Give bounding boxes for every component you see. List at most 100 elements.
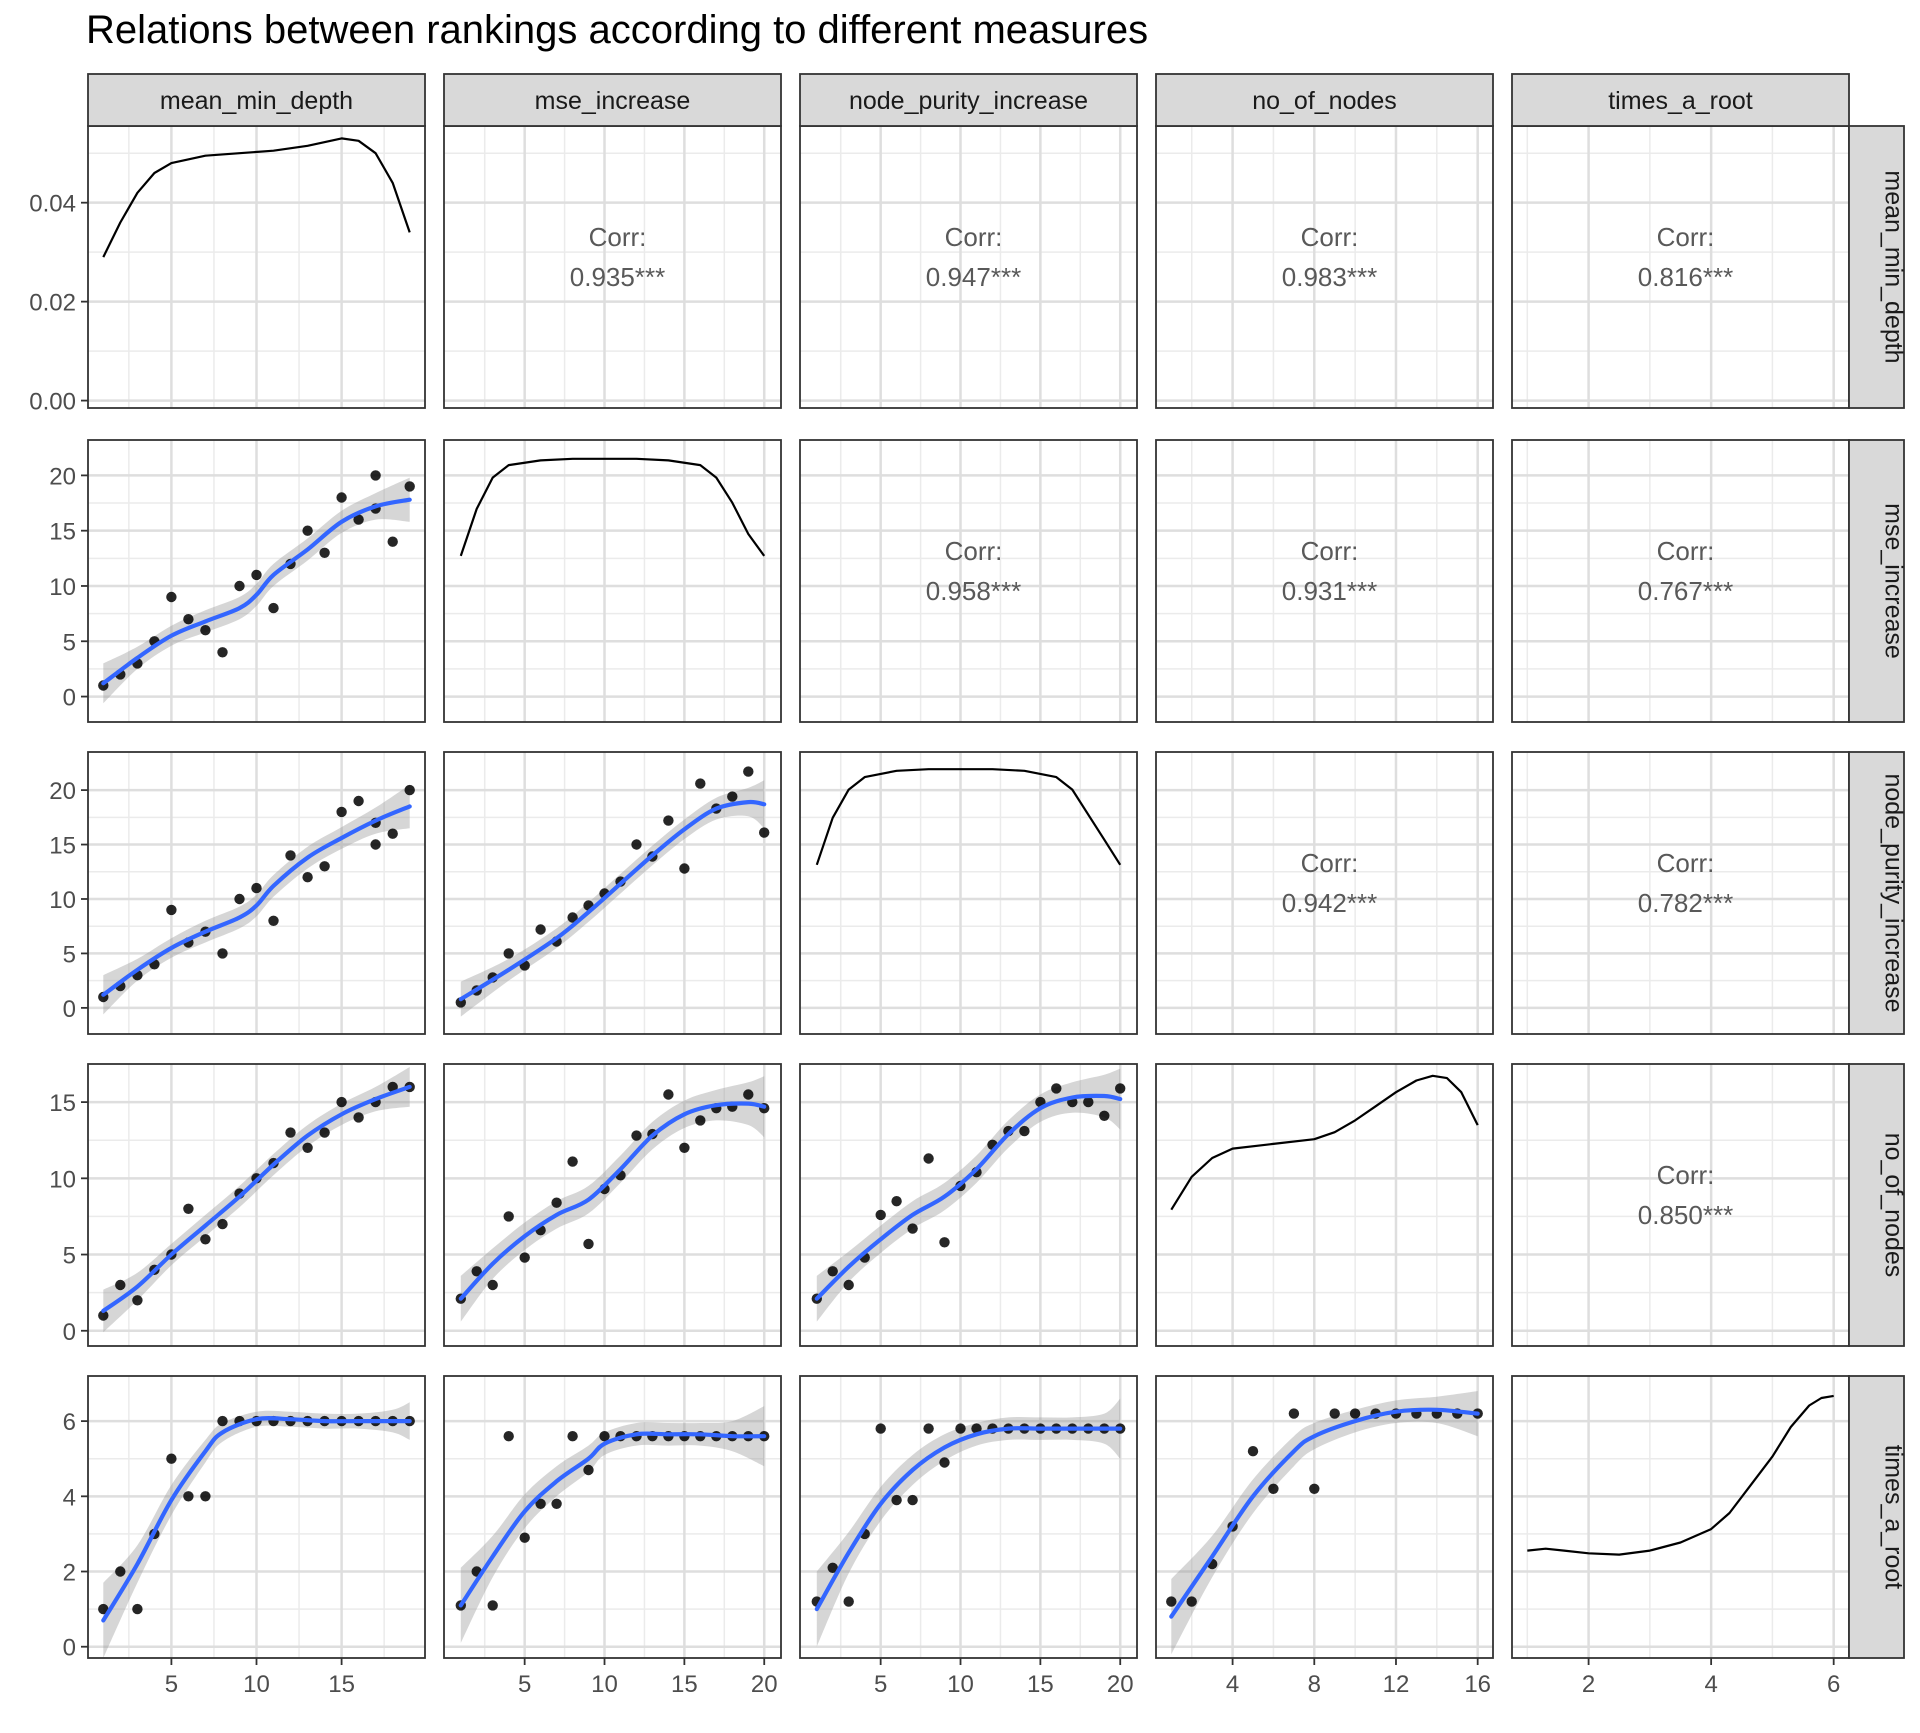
scatter-point [535, 1498, 546, 1510]
scatter-point [907, 1494, 918, 1506]
panel-border [799, 1375, 1138, 1659]
corr-value: 0.816*** [1638, 262, 1733, 292]
scatter-point [1329, 1408, 1340, 1419]
panel-background [444, 440, 781, 722]
scatter-point [1051, 1083, 1062, 1094]
x-tick-label: 10 [947, 1671, 974, 1698]
corr-label: Corr: [945, 536, 1003, 566]
corr-label: Corr: [1657, 222, 1715, 252]
confidence-band [816, 1398, 1121, 1647]
column-strip-label: times_a_root [1608, 87, 1753, 115]
scatter-point [827, 1266, 838, 1277]
scatter-point [843, 1279, 854, 1291]
scatter-point [268, 602, 279, 614]
scatter-point [200, 1491, 211, 1502]
scatter-point [353, 795, 364, 807]
scatter-point [599, 1431, 610, 1442]
column-strip [1511, 73, 1850, 127]
scatter-point [875, 1423, 886, 1434]
scatter-point [663, 815, 674, 826]
y-tick-label: 15 [49, 519, 76, 546]
scatter-point [759, 827, 770, 838]
scatter-point [1309, 1483, 1320, 1495]
scatter-point [251, 569, 262, 581]
corr-label: Corr: [1301, 536, 1359, 566]
y-tick-label: 4 [63, 1484, 76, 1511]
y-tick-label: 2 [63, 1560, 76, 1587]
scatter-point [336, 806, 347, 818]
x-tick-label: 20 [1107, 1671, 1134, 1698]
smooth-line [101, 1416, 412, 1623]
panel-border [87, 1063, 426, 1347]
y-tick-label: 0.04 [29, 191, 76, 218]
scatter-point [370, 839, 381, 850]
row-strip-label: node_purity_increase [1880, 773, 1908, 1012]
scatter-point [843, 1596, 854, 1607]
smooth-line [458, 799, 767, 1002]
scatter-point [631, 839, 642, 850]
corr-value: 0.935*** [570, 262, 665, 292]
scatter-point [353, 514, 364, 525]
panel-border [87, 439, 426, 723]
scatter-point [939, 1457, 950, 1468]
scatter-point [631, 1130, 642, 1141]
scatter-point [1268, 1483, 1279, 1495]
scatter-point [1115, 1083, 1126, 1094]
panel-background [444, 1376, 781, 1658]
x-tick-label: 4 [1704, 1671, 1717, 1698]
scatter-point [387, 1081, 398, 1093]
scatter-point [827, 1562, 838, 1574]
y-tick-label: 5 [63, 1243, 76, 1270]
confidence-band [103, 1402, 410, 1658]
scatter-point [487, 1600, 498, 1611]
panel-background [800, 752, 1137, 1034]
scatter-point [404, 784, 415, 796]
smooth-line [458, 1101, 767, 1301]
chart-title: Relations between rankings according to … [86, 8, 1149, 52]
y-tick-label: 0 [63, 685, 76, 712]
scatter-point [1349, 1408, 1361, 1419]
panel-background [1512, 1064, 1849, 1346]
column-strip [1155, 73, 1494, 127]
y-tick-label: 6 [63, 1409, 76, 1436]
confidence-band [460, 1406, 765, 1643]
x-tick-label: 5 [874, 1671, 887, 1698]
scatter-point [891, 1494, 902, 1506]
confidence-band [103, 477, 410, 704]
corr-value: 0.931*** [1282, 576, 1377, 606]
scatter-point [98, 1310, 109, 1321]
x-tick-label: 15 [328, 1671, 355, 1698]
scatter-point [503, 1431, 514, 1442]
scatter-point [519, 1532, 530, 1543]
scatter-point [1019, 1125, 1030, 1137]
scatter-point [217, 1415, 228, 1427]
scatter-point [695, 778, 706, 789]
column-strip [87, 73, 426, 127]
panel-border [799, 751, 1138, 1035]
panel-border [443, 1063, 782, 1347]
density-curve-node_purity_increase [815, 768, 1122, 866]
confidence-band [460, 780, 765, 1017]
y-tick-label: 0 [63, 1635, 76, 1662]
row-strip-label: mse_increase [1880, 503, 1908, 659]
scatter-point [583, 1464, 594, 1476]
smooth-line [814, 1093, 1123, 1301]
scatter-point [200, 1234, 211, 1245]
scatter-point [183, 614, 194, 625]
x-tick-label: 5 [518, 1671, 531, 1698]
scatter-point [98, 1603, 109, 1615]
panel-background [1512, 440, 1849, 722]
scatter-point [132, 1603, 143, 1615]
panel-background [1156, 1064, 1493, 1346]
scatter-point [115, 1279, 126, 1291]
row-strip [1848, 439, 1905, 723]
corr-label: Corr: [945, 222, 1003, 252]
density-curve-mse_increase [459, 457, 766, 557]
confidence-band [460, 1076, 765, 1322]
scatter-point [663, 1089, 674, 1100]
scatter-point [1166, 1596, 1177, 1607]
y-tick-label: 0 [63, 996, 76, 1023]
column-strip [443, 73, 782, 127]
panel-border [799, 439, 1138, 723]
